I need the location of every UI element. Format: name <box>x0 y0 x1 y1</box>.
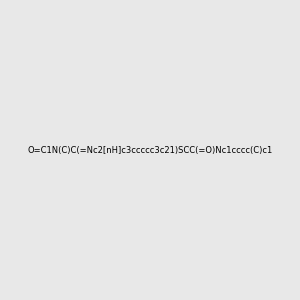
Text: O=C1N(C)C(=Nc2[nH]c3ccccc3c21)SCC(=O)Nc1cccc(C)c1: O=C1N(C)C(=Nc2[nH]c3ccccc3c21)SCC(=O)Nc1… <box>27 146 273 154</box>
